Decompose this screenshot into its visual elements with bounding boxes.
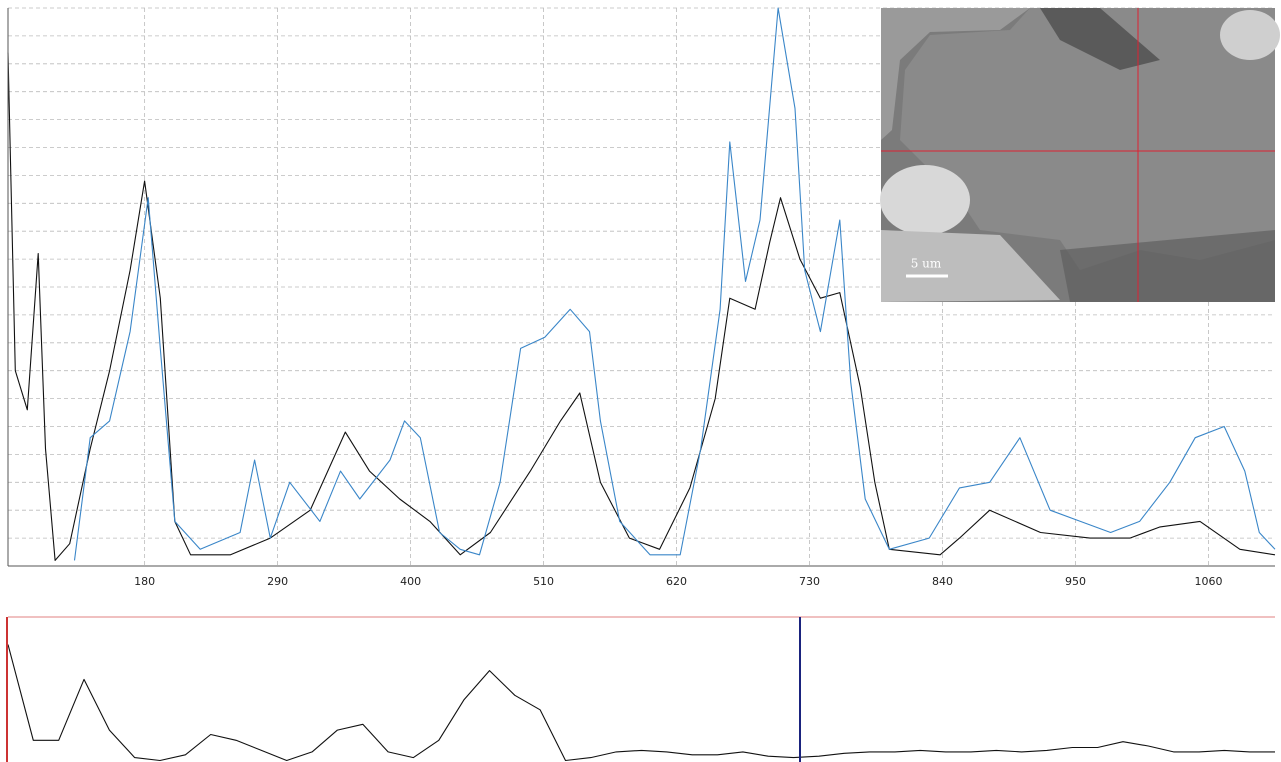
x-tick-label: 180 <box>134 575 155 588</box>
scale-label: 5 um <box>911 257 942 271</box>
x-tick-label: 400 <box>400 575 421 588</box>
spectrum-viewer: 5 um 180 290 400 510 620 730 840 950 1060 <box>0 0 1281 762</box>
x-tick-label: 1060 <box>1195 575 1223 588</box>
x-tick-label: 290 <box>267 575 288 588</box>
x-tick-label: 730 <box>799 575 820 588</box>
x-tick-label: 510 <box>533 575 554 588</box>
x-tick-label: 950 <box>1065 575 1086 588</box>
x-tick-label: 620 <box>666 575 687 588</box>
x-tick-label: 840 <box>932 575 953 588</box>
